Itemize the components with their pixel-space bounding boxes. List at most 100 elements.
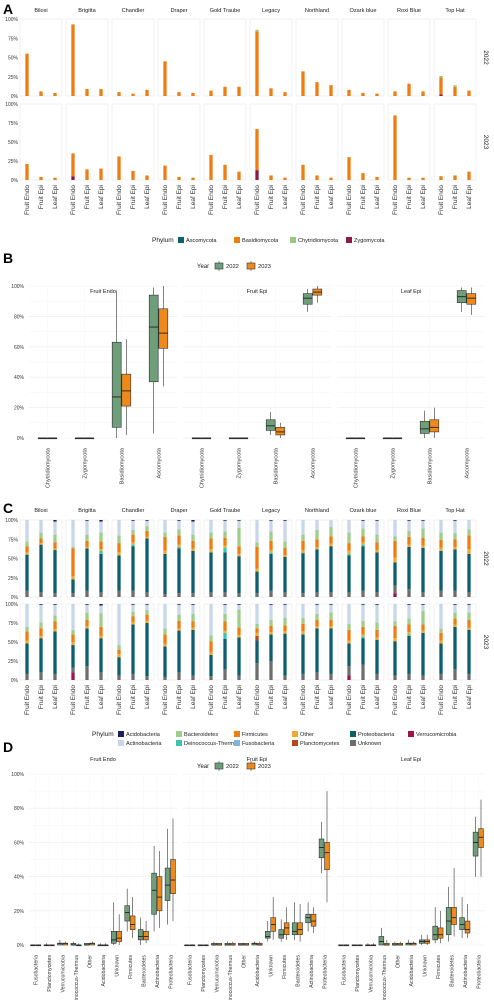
bar-segment-firmicutes <box>361 626 365 635</box>
facet-label-draper: Draper <box>170 508 187 514</box>
y-tick-label: 0% <box>11 178 19 184</box>
bar-segment-acidobacteria <box>53 520 57 522</box>
facet-strip-brigitta <box>65 5 109 14</box>
bar-segment-basidiomycota <box>145 175 149 180</box>
bar-segment-acidobacteria <box>85 604 89 605</box>
legend-label-2023: 2023 <box>258 764 271 770</box>
bar-segment-actinobacteria <box>421 520 425 529</box>
bar-segment-actinobacteria <box>421 604 425 611</box>
x-tick-label-verrucomicrobia: Verrucomicrobia <box>215 955 221 993</box>
bar-segment-actinobacteria <box>25 604 29 627</box>
bar-segment-other <box>25 640 29 644</box>
bar-segment-unknown <box>209 676 213 680</box>
bar-segment-other <box>361 634 365 637</box>
bar-segment-actinobacteria <box>145 520 149 527</box>
facet-label-gold-traube: Gold Traube <box>210 508 241 514</box>
x-tick-label: Leaf Epi <box>190 185 197 209</box>
bar-segment-actinobacteria <box>145 604 149 611</box>
facet-strip-gold-traube <box>203 505 247 514</box>
bar-segment-basidiomycota <box>467 90 471 96</box>
x-tick-label: Fruit Endo <box>346 185 353 215</box>
bar-segment-bacteroidetes <box>191 534 195 541</box>
bar-segment-firmicutes <box>85 619 89 627</box>
bar-segment-basidiomycota <box>131 93 135 96</box>
bar-segment-actinobacteria <box>209 604 213 636</box>
x-tick-label-unknown: Unknown <box>114 955 120 977</box>
bar-segment-basidiomycota <box>223 164 227 180</box>
bar-segment-firmicutes <box>421 624 425 631</box>
bar-segment-basidiomycota <box>393 115 397 180</box>
bar-segment-unknown <box>453 669 457 680</box>
bar-segment-bacteroidetes <box>301 617 305 624</box>
bar-segment-acidobacteria <box>315 604 319 605</box>
bar-segment-basidiomycota <box>283 92 287 96</box>
bar-segment-firmicutes <box>209 538 213 550</box>
bar-segment-basidiomycota <box>329 85 333 96</box>
x-tick-label-planctomycetes: Planctomycetes <box>47 955 53 992</box>
y-tick-label: 40% <box>14 875 25 881</box>
legend-label-actinobacteria: Actinobacteria <box>126 741 162 747</box>
legend-title: Phylum <box>152 237 174 244</box>
bar-segment-actinobacteria <box>361 604 365 621</box>
legend-swatch-verrucomicrobia <box>408 731 414 737</box>
bar-segment-other <box>453 624 457 627</box>
bar-segment-proteobacteria <box>269 634 273 661</box>
bar-segment-proteobacteria <box>209 654 213 677</box>
bar-segment-firmicutes <box>467 535 471 550</box>
x-tick-label-zygomycota: Zygomycota <box>391 447 397 478</box>
bar-segment-basidiomycota <box>453 86 457 96</box>
bar-segment-unknown <box>39 592 43 597</box>
bar-segment-unknown <box>209 592 213 597</box>
bar-segment-other <box>375 637 379 640</box>
bar-segment-other <box>421 545 425 548</box>
x-tick-label-verrucomicrobia: Verrucomicrobia <box>61 955 67 993</box>
x-tick-label: Fruit Epi <box>406 185 413 209</box>
bar-segment-bacteroidetes <box>467 612 471 620</box>
bar-segment-bacteroidetes <box>71 629 75 635</box>
bar-segment-proteobacteria <box>25 643 29 674</box>
bar-segment-basidiomycota <box>453 175 457 180</box>
x-tick-label-basidiomycota: Basidiomycota <box>120 447 126 484</box>
bar-segment-unknown <box>163 676 167 680</box>
x-tick-label: Leaf Epi <box>374 685 381 709</box>
bar-segment-actinobacteria <box>117 520 121 536</box>
bar-segment-basidiomycota <box>269 175 273 180</box>
bar-segment-proteobacteria <box>269 553 273 591</box>
bar-segment-other <box>393 638 397 642</box>
y-tick-label: 100% <box>5 17 18 23</box>
bar-segment-acidobacteria <box>283 604 287 605</box>
y-tick-label: 25% <box>8 659 19 665</box>
bar-segment-bacteroidetes <box>347 623 351 630</box>
x-tick-label: Leaf Epi <box>190 685 197 709</box>
bar-segment-firmicutes <box>315 539 319 547</box>
bar-segment-basidiomycota <box>361 173 365 180</box>
facet-panel <box>387 18 431 97</box>
bar-segment-unknown <box>421 675 425 680</box>
x-tick-label: Fruit Epi <box>360 685 367 709</box>
y-tick-label: 40% <box>14 375 25 381</box>
facet-label-roxi-blue: Roxi Blue <box>397 508 421 514</box>
bar-segment-bacteroidetes <box>255 623 259 629</box>
box-2022-basidiomycota <box>265 419 276 431</box>
bar-segment-bacteroidetes <box>145 526 149 531</box>
bar-segment-basidiomycota <box>347 89 351 96</box>
bar-segment-firmicutes <box>145 530 149 537</box>
bar-segment-unknown <box>301 673 305 680</box>
bar-segment-other <box>329 543 333 547</box>
facet-label-biloxi: Biloxi <box>34 8 47 14</box>
bar-segment-proteobacteria <box>467 553 471 593</box>
box-2023-basidiomycota <box>275 427 286 436</box>
bar-segment-firmicutes <box>131 616 135 623</box>
bar-segment-firmicutes <box>375 629 379 638</box>
legend-label-2022: 2022 <box>226 264 239 270</box>
bar-segment-firmicutes <box>117 649 121 655</box>
bar-segment-firmicutes <box>223 537 227 546</box>
bar-segment-acidobacteria <box>131 520 135 521</box>
bar-segment-other <box>347 640 351 644</box>
bar-segment-firmicutes <box>315 619 319 627</box>
x-tick-label: Fruit Epi <box>268 685 275 709</box>
bar-segment-proteobacteria <box>163 553 167 594</box>
x-tick-label: Fruit Endo <box>116 185 123 215</box>
y-tick-label: 50% <box>8 140 19 146</box>
